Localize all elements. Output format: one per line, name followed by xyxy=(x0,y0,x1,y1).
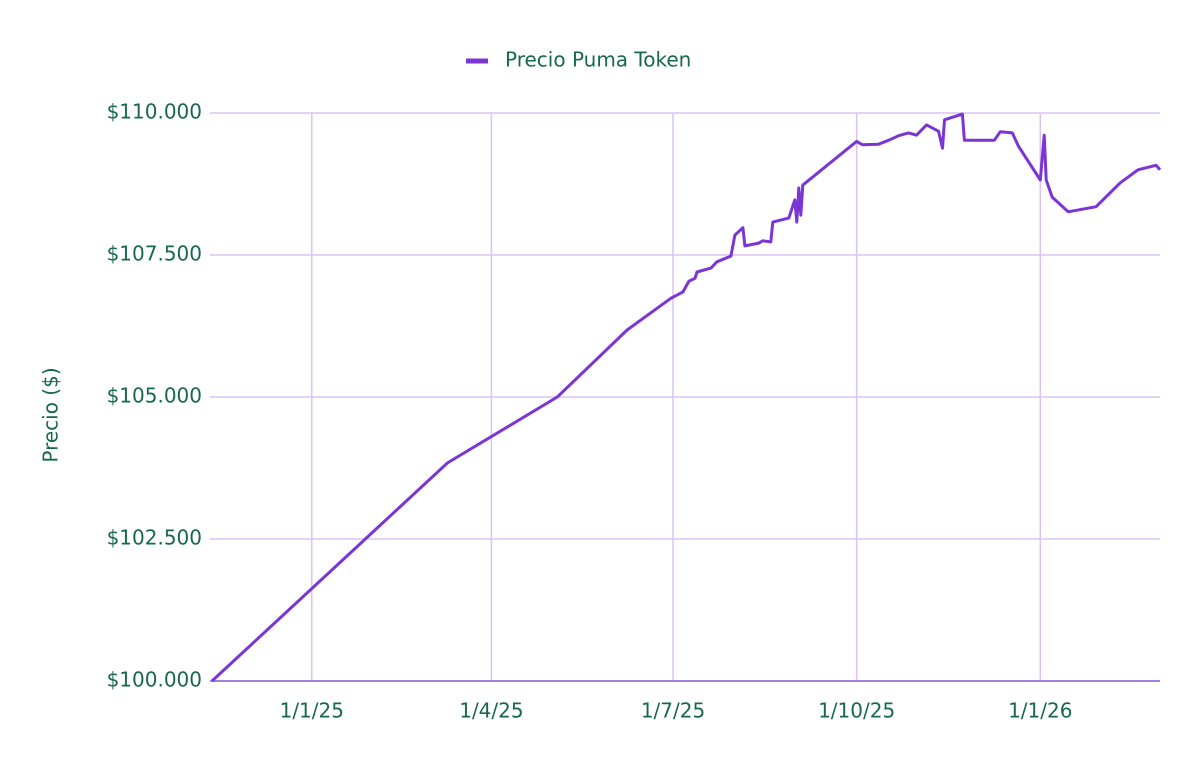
x-tick-label: 1/4/25 xyxy=(459,699,523,723)
y-tick-label: $105.000 xyxy=(107,384,202,408)
y-tick-label: $102.500 xyxy=(107,526,202,550)
price-line xyxy=(210,112,1162,683)
y-tick-label: $107.500 xyxy=(107,242,202,266)
x-tick-label: 1/1/26 xyxy=(1008,699,1072,723)
y-tick-label: $110.000 xyxy=(107,100,202,124)
x-tick-label: 1/7/25 xyxy=(641,699,705,723)
y-axis-title: Precio ($) xyxy=(39,367,63,462)
x-tick-label: 1/1/25 xyxy=(280,699,344,723)
legend-label: Precio Puma Token xyxy=(505,48,691,72)
y-tick-label: $100.000 xyxy=(107,668,202,692)
x-tick-label: 1/10/25 xyxy=(818,699,895,723)
